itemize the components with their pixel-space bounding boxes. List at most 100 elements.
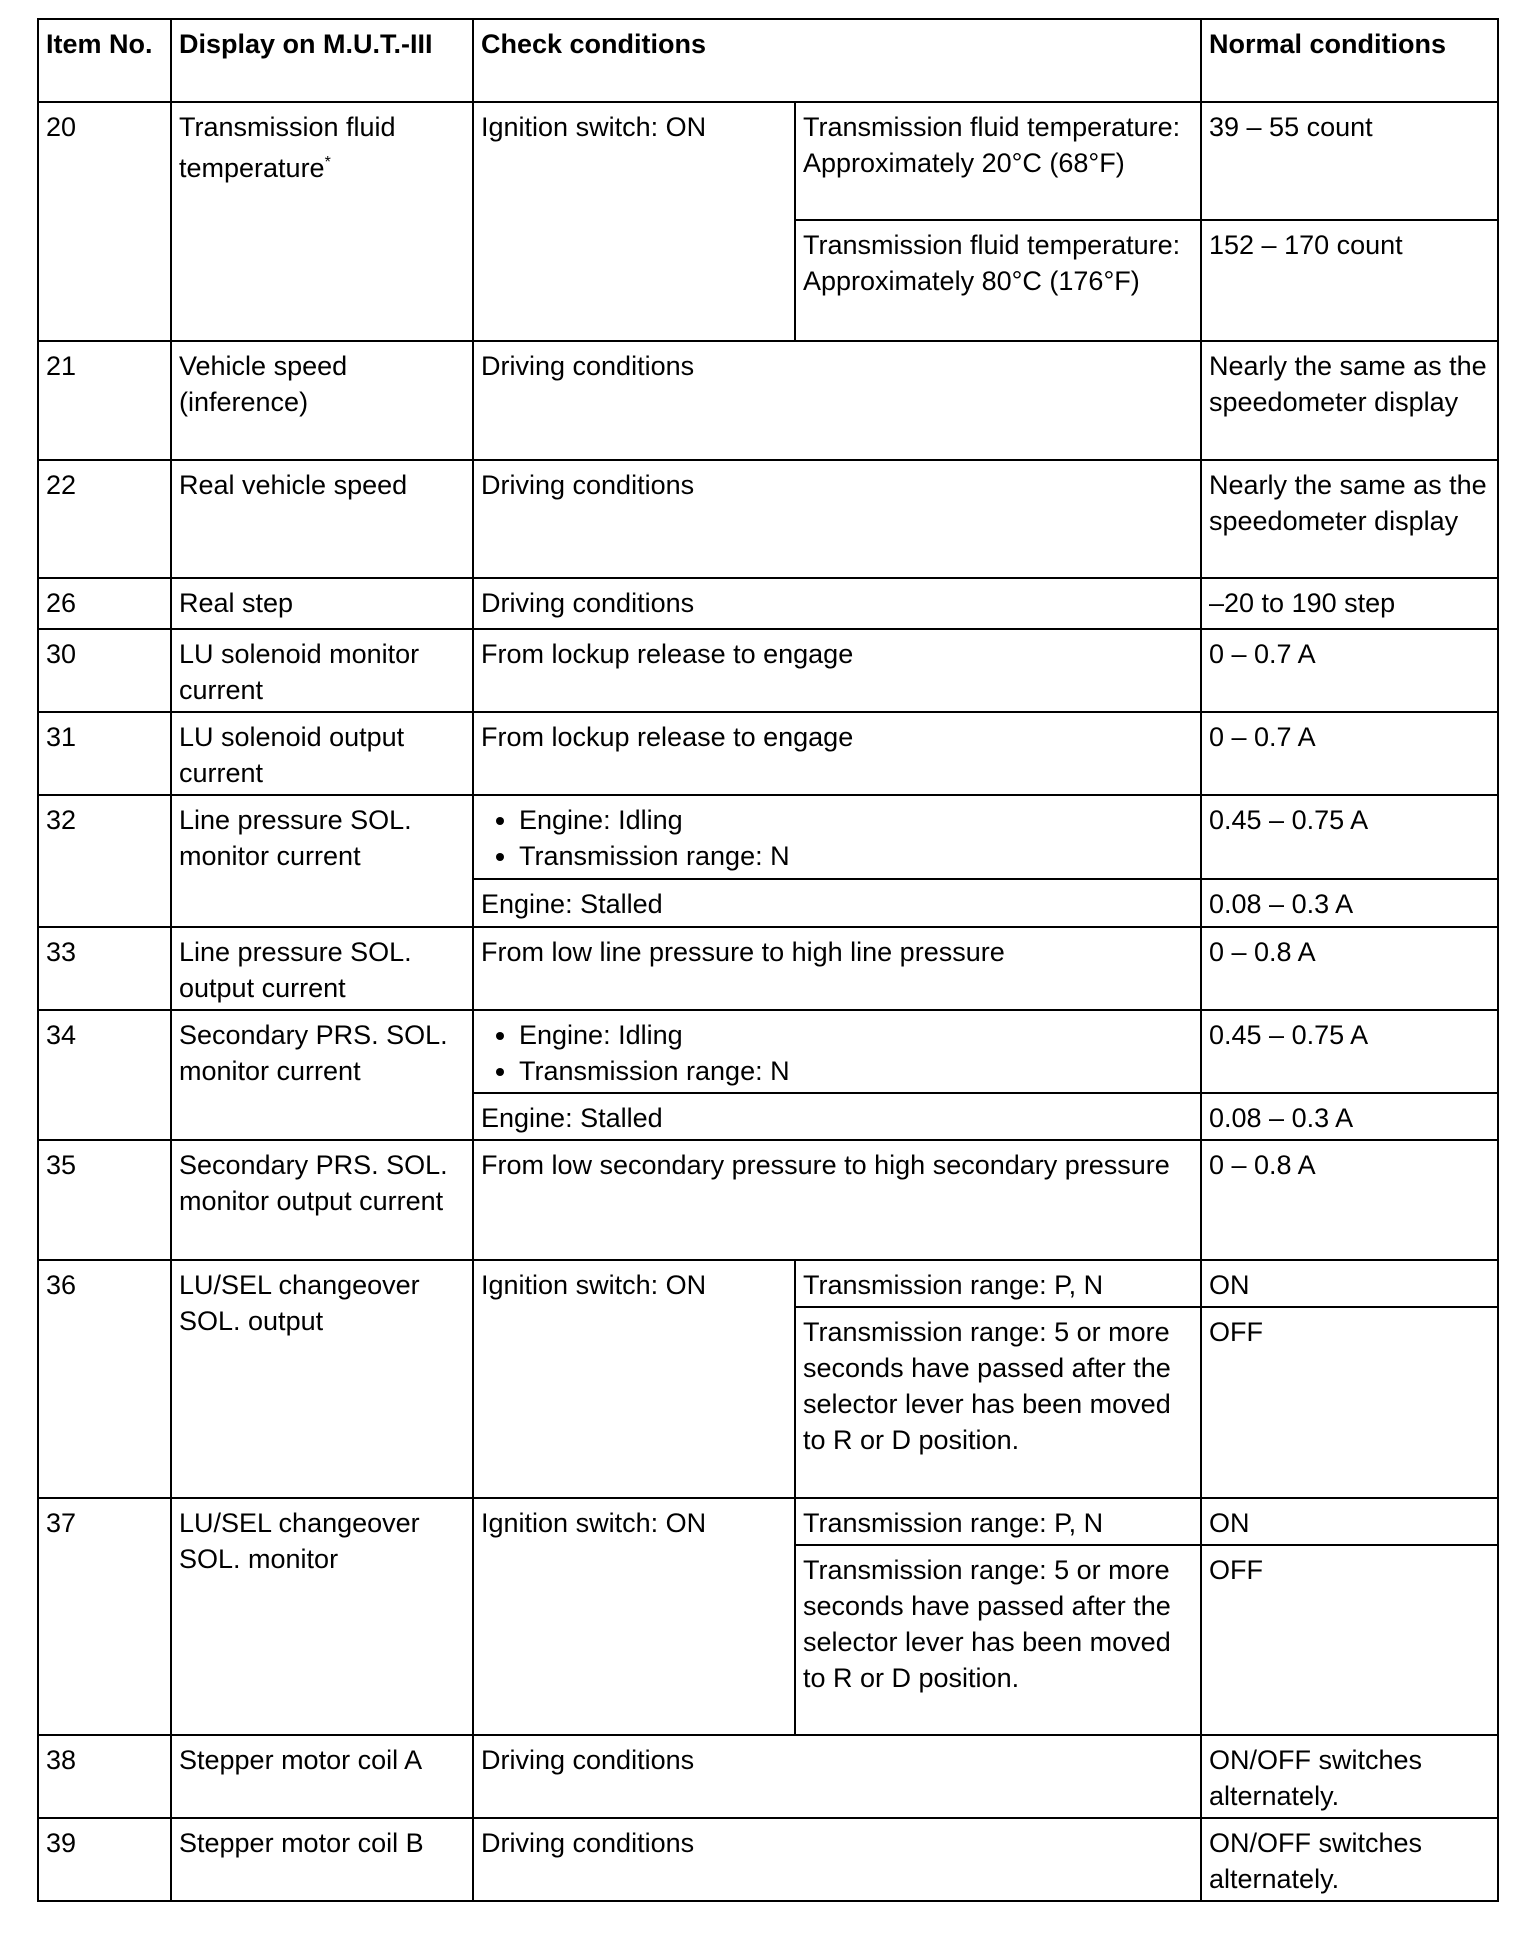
table-row: 33 Line pressure SOL. output current From … <box>37 926 1499 1011</box>
sub-condition: Transmission range: 5 or more seconds ha… <box>794 1306 1202 1499</box>
table-row: 36 LU/SEL changeover SOL. output Ignition … <box>37 1259 1499 1499</box>
display-text: Secondary PRS. SOL. monitor current <box>179 1020 448 1086</box>
sub-condition: Transmission fluid temperature: Approxim… <box>794 219 1202 342</box>
check-condition: Ignition switch: ON <box>472 101 796 342</box>
item-number: 38 <box>37 1734 172 1819</box>
display-text: Vehicle speed (inference) <box>179 351 348 417</box>
item-number: 31 <box>37 711 172 796</box>
normal-condition: 0.45 – 0.75 A <box>1200 794 1499 880</box>
item-number: 39 <box>37 1817 172 1902</box>
check-condition: Driving conditions <box>472 340 1202 461</box>
check-condition: From low secondary pressure to high seco… <box>472 1139 1202 1261</box>
table-row: 30 LU solenoid monitor current From lockup… <box>37 628 1499 713</box>
check-condition: Ignition switch: ON <box>472 1497 796 1736</box>
bullet-list: Engine: IdlingTransmission range: N <box>481 802 1193 874</box>
display-name: Secondary PRS. SOL. monitor output curre… <box>170 1139 474 1261</box>
bullet-item: Engine: Idling <box>519 802 1193 838</box>
sub-condition: Transmission fluid temperature: Approxim… <box>794 101 1202 221</box>
display-name: Real step <box>170 577 474 630</box>
normal-condition: ON <box>1200 1259 1499 1308</box>
normal-condition: 152 – 170 count <box>1200 219 1499 342</box>
display-text: Secondary PRS. SOL. monitor output curre… <box>179 1150 448 1216</box>
item-number: 21 <box>37 340 172 461</box>
sub-condition: Transmission range: P, N <box>794 1497 1202 1546</box>
normal-condition: –20 to 190 step <box>1200 577 1499 630</box>
item-number: 34 <box>37 1009 172 1141</box>
bullet-item: Transmission range: N <box>519 838 1193 874</box>
bullet-item: Engine: Idling <box>519 1017 1193 1053</box>
check-condition-bullets: Engine: IdlingTransmission range: N <box>472 1009 1202 1094</box>
table-subrow: Engine: Stalled 0.08 – 0.3 A <box>38 1092 1499 1141</box>
display-name: Stepper motor coil A <box>170 1734 474 1819</box>
item-number: 30 <box>37 628 172 713</box>
display-text: LU solenoid output current <box>179 722 405 788</box>
table-row: 21 Vehicle speed (inference) Driving condi… <box>37 340 1499 461</box>
table-row: 39 Stepper motor coil B Driving conditions… <box>37 1817 1499 1902</box>
bullet-list: Engine: IdlingTransmission range: N <box>481 1017 1193 1089</box>
check-condition: Ignition switch: ON <box>472 1259 796 1499</box>
display-text: Stepper motor coil B <box>179 1828 424 1858</box>
normal-condition: 0.45 – 0.75 A <box>1200 1009 1499 1094</box>
check-condition: From lockup release to engage <box>472 711 1202 796</box>
data-monitor-table: Item No. Display on M.U.T.-III Check con… <box>37 18 1499 1902</box>
sub-condition: Transmission range: 5 or more seconds ha… <box>794 1544 1202 1736</box>
sub-condition: Transmission range: P, N <box>794 1259 1202 1308</box>
table-subrow: Transmission range: 5 or more seconds ha… <box>38 1306 1499 1499</box>
display-name: LU/SEL changeover SOL. output <box>170 1259 474 1499</box>
item-number: 20 <box>37 101 172 342</box>
check-condition: Engine: Stalled <box>472 878 1202 928</box>
check-condition-bullets: Engine: IdlingTransmission range: N <box>472 794 1202 880</box>
display-name: Secondary PRS. SOL. monitor current <box>170 1009 474 1141</box>
normal-condition: Nearly the same as the speedometer displ… <box>1200 340 1499 461</box>
table-subrow: Engine: Stalled 0.08 – 0.3 A <box>38 878 1499 928</box>
display-text: Stepper motor coil A <box>179 1745 423 1775</box>
check-condition: Driving conditions <box>472 1734 1202 1819</box>
display-name: Real vehicle speed <box>170 459 474 579</box>
display-text: Real vehicle speed <box>179 470 408 500</box>
item-number: 22 <box>37 459 172 579</box>
normal-condition: ON/OFF switches alternately. <box>1200 1817 1499 1902</box>
header-row: Item No. Display on M.U.T.-III Check con… <box>37 18 1499 103</box>
normal-condition: 0 – 0.7 A <box>1200 711 1499 796</box>
header-normal-conditions: Normal conditions <box>1200 18 1499 103</box>
footnote-mark: * <box>324 154 331 171</box>
table-row: 20 Transmission fluid temperature* Ignitio… <box>37 101 1499 342</box>
table-row: 37 LU/SEL changeover SOL. monitor Ignition… <box>37 1497 1499 1736</box>
display-name: LU solenoid monitor current <box>170 628 474 713</box>
header-display: Display on M.U.T.-III <box>170 18 474 103</box>
display-name: Stepper motor coil B <box>170 1817 474 1902</box>
normal-condition: ON/OFF switches alternately. <box>1200 1734 1499 1819</box>
display-text: Transmission fluid temperature <box>179 112 396 183</box>
item-number: 33 <box>37 926 172 1011</box>
display-name: LU/SEL changeover SOL. monitor <box>170 1497 474 1736</box>
table-subrow: Transmission range: 5 or more seconds ha… <box>38 1544 1499 1736</box>
display-name: Line pressure SOL. output current <box>170 926 474 1011</box>
display-name: LU solenoid output current <box>170 711 474 796</box>
normal-condition: 0 – 0.8 A <box>1200 1139 1499 1261</box>
normal-condition: 0.08 – 0.3 A <box>1200 878 1499 928</box>
item-number: 35 <box>37 1139 172 1261</box>
table-row: 22 Real vehicle speed Driving conditions Ne… <box>37 459 1499 579</box>
item-number: 36 <box>37 1259 172 1499</box>
table-row: 26 Real step Driving conditions –20 to 190 … <box>37 577 1499 630</box>
table-row: 31 LU solenoid output current From lockup … <box>37 711 1499 796</box>
item-number: 37 <box>37 1497 172 1736</box>
display-text: Line pressure SOL. monitor current <box>179 805 412 871</box>
display-text: LU solenoid monitor current <box>179 639 420 705</box>
display-name: Line pressure SOL. monitor current <box>170 794 474 928</box>
normal-condition: 0.08 – 0.3 A <box>1200 1092 1499 1141</box>
normal-condition: OFF <box>1200 1306 1499 1499</box>
normal-condition: Nearly the same as the speedometer displ… <box>1200 459 1499 579</box>
bullet-item: Transmission range: N <box>519 1053 1193 1089</box>
normal-condition: 0 – 0.7 A <box>1200 628 1499 713</box>
table-row: 35 Secondary PRS. SOL. monitor output cur… <box>37 1139 1499 1261</box>
display-text: LU/SEL changeover SOL. output <box>179 1270 420 1336</box>
check-condition: Driving conditions <box>472 459 1202 579</box>
normal-condition: OFF <box>1200 1544 1499 1736</box>
table-subrow: Transmission fluid temperature: Approxim… <box>38 219 1499 342</box>
check-condition: From low line pressure to high line pres… <box>472 926 1202 1011</box>
check-condition: Engine: Stalled <box>472 1092 1202 1141</box>
check-condition: From lockup release to engage <box>472 628 1202 713</box>
